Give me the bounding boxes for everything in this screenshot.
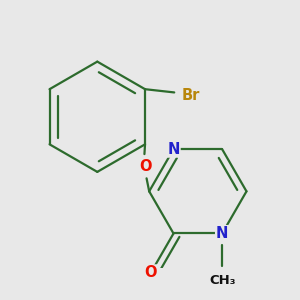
Text: N: N bbox=[216, 226, 228, 241]
Text: CH₃: CH₃ bbox=[209, 274, 236, 287]
Text: O: O bbox=[145, 265, 157, 280]
Text: O: O bbox=[139, 159, 152, 174]
Text: Br: Br bbox=[181, 88, 200, 103]
Text: N: N bbox=[167, 142, 180, 157]
